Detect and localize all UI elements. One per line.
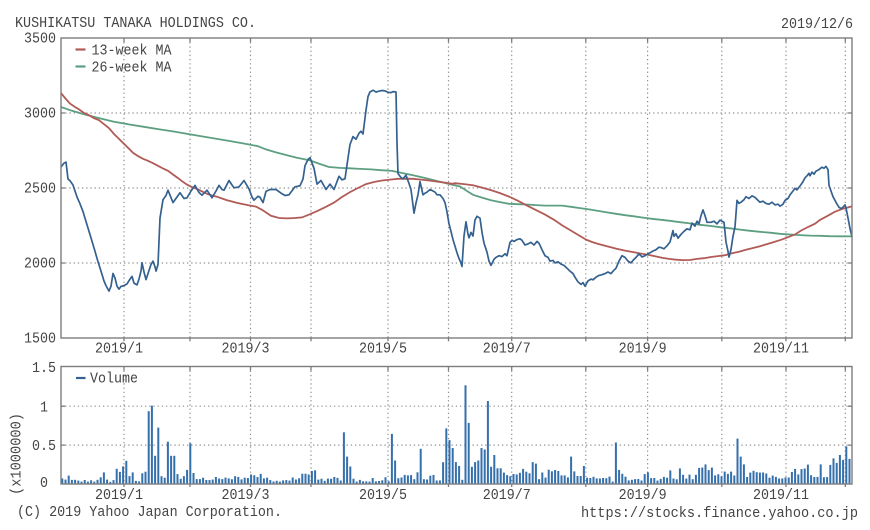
svg-text:2500: 2500 [24, 182, 56, 198]
svg-text:2019/9: 2019/9 [619, 342, 667, 358]
svg-text:1: 1 [40, 400, 48, 416]
svg-text:26-week MA: 26-week MA [92, 61, 172, 77]
svg-text:2019/12/6: 2019/12/6 [781, 17, 853, 33]
svg-text:2019/1: 2019/1 [95, 488, 143, 504]
svg-text:2019/3: 2019/3 [222, 488, 270, 504]
svg-text:2019/11: 2019/11 [753, 342, 809, 358]
svg-text:13-week MA: 13-week MA [92, 44, 172, 60]
svg-text:2019/3: 2019/3 [222, 342, 270, 358]
svg-text:Volume: Volume [90, 372, 138, 388]
svg-text:2019/7: 2019/7 [483, 488, 531, 504]
svg-text:2019/9: 2019/9 [619, 488, 667, 504]
svg-text:(x1000000): (x1000000) [10, 413, 26, 495]
svg-text:2019/1: 2019/1 [95, 342, 143, 358]
svg-text:2019/7: 2019/7 [483, 342, 531, 358]
svg-text:2019/11: 2019/11 [753, 488, 809, 504]
svg-text:2019/5: 2019/5 [359, 488, 407, 504]
svg-text:2000: 2000 [24, 257, 56, 273]
svg-text:3500: 3500 [24, 32, 56, 48]
svg-text:1500: 1500 [24, 332, 56, 348]
svg-text:1.5: 1.5 [32, 361, 56, 377]
svg-text:0.5: 0.5 [32, 439, 56, 455]
svg-text:2019/5: 2019/5 [359, 342, 407, 358]
svg-text:0: 0 [40, 476, 48, 492]
svg-text:KUSHIKATSU TANAKA HOLDINGS CO.: KUSHIKATSU TANAKA HOLDINGS CO. [15, 16, 256, 32]
svg-text:3000: 3000 [24, 107, 56, 123]
svg-text:https://stocks.finance.yahoo.c: https://stocks.finance.yahoo.co.jp [581, 506, 858, 522]
svg-text:(C) 2019 Yahoo Japan Corporati: (C) 2019 Yahoo Japan Corporation. [17, 505, 282, 521]
